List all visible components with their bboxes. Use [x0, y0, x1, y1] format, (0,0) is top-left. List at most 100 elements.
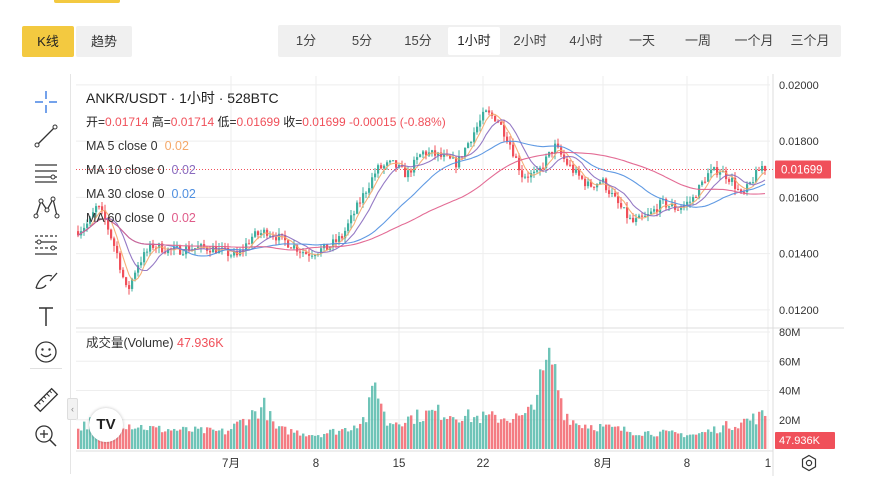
volume-bar — [269, 411, 272, 449]
volume-bar — [602, 426, 605, 449]
candle-body — [464, 148, 467, 158]
zoom-in-icon[interactable] — [30, 420, 62, 452]
volume-bar — [233, 423, 236, 449]
volume-bar — [368, 397, 371, 449]
candle-body — [488, 110, 491, 113]
candle-body — [200, 244, 203, 247]
chart-area[interactable]: 0.02000 0.01800 0.01600 0.01400 0.01200 80M 60… — [76, 74, 844, 476]
candle-body — [407, 170, 410, 178]
volume-bar — [611, 426, 614, 449]
mode-tab-1[interactable]: 趋势 — [76, 26, 132, 57]
brush-icon[interactable] — [30, 264, 62, 296]
volume-bar — [338, 430, 341, 449]
volume-bar — [116, 427, 119, 449]
trend-line-icon[interactable] — [30, 120, 62, 152]
interval-tab-6[interactable]: 一天 — [628, 33, 655, 48]
candle-body — [719, 172, 722, 175]
volume-bar — [197, 428, 200, 449]
candle-body — [437, 152, 440, 156]
ma-legend-row: MA 60 close 0 0.02 — [86, 206, 446, 230]
volume-bar — [206, 427, 209, 449]
horizontal-lines-icon[interactable] — [30, 156, 62, 188]
candle-body — [383, 165, 386, 169]
volume-bar — [731, 430, 734, 449]
candle-body — [746, 184, 749, 193]
interval-tab-2[interactable]: 15分 — [404, 33, 432, 48]
interval-tab-3[interactable]: 1小时 — [448, 27, 500, 55]
crosshair-icon[interactable] — [30, 86, 62, 118]
pattern-icon[interactable] — [30, 192, 62, 224]
ruler-icon[interactable] — [30, 384, 62, 416]
volume-bar — [203, 433, 206, 449]
volume-bar — [344, 428, 347, 449]
volume-bar — [563, 420, 566, 449]
volume-bar — [587, 428, 590, 449]
interval-tab-1[interactable]: 5分 — [351, 33, 373, 48]
candle-body — [533, 171, 536, 174]
candle-body — [671, 203, 674, 207]
volume-bar — [614, 426, 617, 449]
candle-body — [707, 173, 710, 182]
candle-body — [542, 167, 545, 169]
volume-bar — [386, 425, 389, 449]
candle-body — [209, 250, 212, 253]
candle-body — [587, 181, 590, 187]
fib-levels-icon[interactable] — [30, 228, 62, 260]
volume-bar — [593, 430, 596, 449]
candle-body — [632, 217, 635, 222]
volume-bar — [332, 428, 335, 449]
volume-bar — [734, 426, 737, 449]
mode-tab-0[interactable]: K线 — [22, 26, 74, 57]
volume-bar — [284, 426, 287, 449]
candle-body — [404, 166, 407, 178]
volume-bar — [590, 425, 593, 449]
text-icon[interactable] — [30, 300, 62, 332]
candle-body — [197, 246, 200, 249]
ma10-line — [77, 119, 766, 272]
ma-legend: MA 5 close 0 0.02 MA 10 close 0 0.02 MA 30 c… — [86, 134, 446, 230]
candlestick-chart[interactable]: 0.02000 0.01800 0.01600 0.01400 0.01200 80M 60… — [76, 74, 844, 476]
interval-tab-0[interactable]: 1分 — [295, 33, 317, 48]
time-tick-label: 7月 — [222, 458, 240, 470]
price-tick-label: 0.01800 — [779, 136, 819, 148]
high-label: 高= — [151, 115, 171, 129]
candle-body — [485, 110, 488, 112]
volume-bar — [392, 424, 395, 449]
interval-tab-7[interactable]: 一周 — [684, 33, 711, 48]
candle-body — [635, 218, 638, 222]
open-label: 开= — [86, 115, 106, 129]
volume-bar — [701, 431, 704, 449]
candle-body — [443, 154, 446, 157]
interval-tab-5[interactable]: 4小时 — [569, 33, 603, 48]
volume-bar — [422, 421, 425, 449]
candle-body — [389, 160, 392, 163]
candle-body — [425, 151, 428, 156]
candle-body — [386, 162, 389, 166]
gear-icon[interactable] — [800, 454, 818, 472]
time-tick-label: 8 — [313, 458, 319, 470]
ma-value: 0.02 — [164, 139, 189, 153]
volume-bar — [608, 424, 611, 449]
volume-bar — [428, 410, 431, 449]
volume-bar — [689, 434, 692, 449]
candle-body — [593, 186, 596, 188]
candle-body — [512, 144, 515, 157]
volume-bar — [260, 407, 263, 449]
volume-bar — [524, 413, 527, 449]
toolbar-collapse-handle[interactable]: ‹ — [67, 398, 78, 420]
volume-bar — [470, 422, 473, 449]
volume-bar — [680, 433, 683, 449]
drawing-toolbar — [0, 74, 71, 474]
candle-body — [341, 236, 344, 239]
candle-body — [302, 252, 305, 254]
candle-body — [557, 143, 560, 148]
interval-tab-9[interactable]: 三个月 — [790, 33, 830, 48]
volume-bar — [482, 411, 485, 449]
volume-bar — [518, 415, 521, 449]
emoji-icon[interactable] — [30, 336, 62, 368]
volume-bar — [548, 347, 551, 449]
volume-tick-label: 40M — [779, 386, 800, 398]
interval-tab-4[interactable]: 2小时 — [513, 33, 547, 48]
interval-tab-8[interactable]: 一个月 — [734, 33, 774, 48]
volume-bar — [212, 429, 215, 449]
